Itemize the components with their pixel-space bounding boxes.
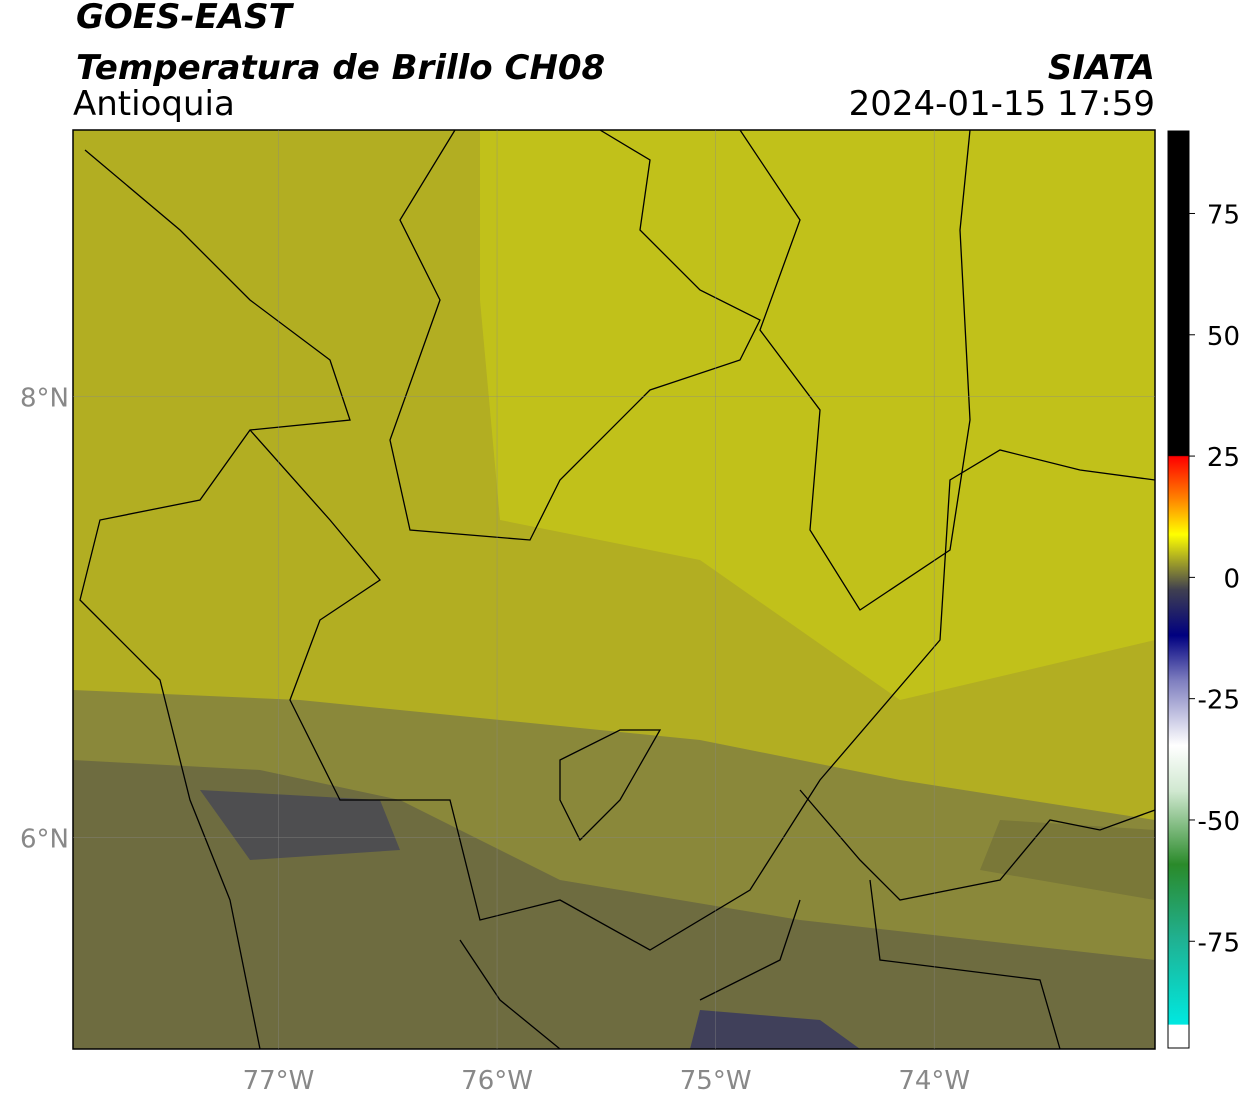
colorbar: [1167, 130, 1190, 1049]
colorbar-tick-label: 0: [1223, 564, 1240, 594]
x-tick-label: 77°W: [243, 1066, 315, 1096]
x-tick-label: 76°W: [461, 1066, 533, 1096]
timestamp: 2024-01-15 17:59: [849, 84, 1155, 124]
product-title: Temperatura de Brillo CH08: [76, 48, 605, 88]
colorbar-tick-label: 50: [1207, 322, 1240, 352]
y-tick-label: 8°N: [20, 384, 69, 414]
colorbar-tick-label: -25: [1198, 686, 1240, 716]
map-frame: [72, 129, 1156, 1050]
region-title: Antioquia: [73, 84, 235, 124]
map-field: [73, 130, 1155, 1049]
colorbar-tick-label: -50: [1198, 807, 1240, 837]
colorbar-tick-label: 25: [1207, 443, 1240, 473]
x-tick-label: 74°W: [898, 1066, 970, 1096]
colorbar-tick-label: -75: [1198, 928, 1240, 958]
y-tick-label: 6°N: [20, 824, 69, 854]
colorbar-tick-label: 75: [1207, 200, 1240, 230]
satellite-title: GOES-EAST: [76, 0, 295, 37]
x-tick-label: 75°W: [680, 1066, 752, 1096]
source-title: SIATA: [1048, 48, 1155, 88]
